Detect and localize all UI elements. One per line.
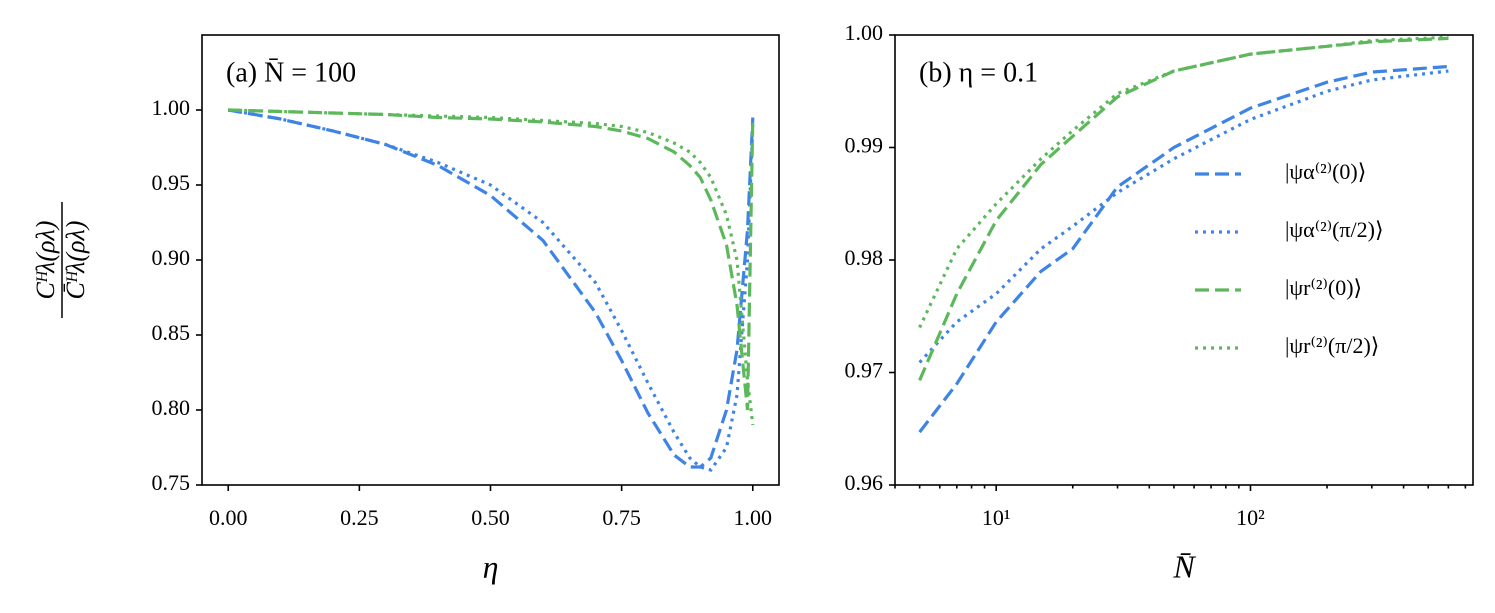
x-tick-label: 1.00 bbox=[734, 505, 773, 530]
y-label-denominator: C̄ᴴλ(ρλ) bbox=[61, 221, 90, 300]
legend-label: |ψα⁽²⁾(0)⟩ bbox=[1285, 159, 1366, 184]
annotation: (b) η = 0.1 bbox=[919, 57, 1038, 88]
x-tick-label: 10¹ bbox=[982, 505, 1011, 530]
series-line bbox=[227, 108, 755, 472]
x-tick-label: 10² bbox=[1236, 505, 1265, 530]
y-tick-label: 0.80 bbox=[152, 395, 191, 420]
x-axis-label: N̄ bbox=[1172, 548, 1196, 584]
y-tick-label: 0.90 bbox=[152, 245, 191, 270]
series-line bbox=[918, 36, 1449, 382]
y-tick-label: 0.99 bbox=[845, 133, 884, 158]
y-tick-label: 0.96 bbox=[845, 470, 884, 495]
y-tick-label: 0.75 bbox=[152, 470, 191, 495]
x-tick-label: 0.50 bbox=[471, 505, 510, 530]
y-label-numerator: Cᴴλ(ρλ) bbox=[31, 221, 60, 300]
y-axis-label: Cᴴλ(ρλ) C̄ᴴλ(ρλ) bbox=[31, 202, 90, 318]
y-tick-label: 0.97 bbox=[845, 358, 884, 383]
legend-label: |ψr⁽²⁾(0)⟩ bbox=[1285, 275, 1362, 300]
series-line bbox=[228, 108, 755, 426]
axes: 0.75 0.80 0.85 0.90 0.95 1.00 0.00 0.25 0.50 0.75… bbox=[31, 34, 780, 584]
y-tick-label: 1.00 bbox=[845, 20, 884, 45]
y-tick-label: 1.00 bbox=[152, 95, 191, 120]
legend-label: |ψα⁽²⁾(π/2)⟩ bbox=[1285, 217, 1384, 242]
legend: |ψα⁽²⁾(0)⟩ |ψα⁽²⁾(π/2)⟩ |ψr⁽²⁾(0)⟩ |ψr⁽²⁾(π… bbox=[1195, 159, 1384, 358]
axes: 0.96 0.97 0.98 0.99 1.00 10¹ 10² (b) η = 0.1 N̄ |… bbox=[845, 20, 1474, 584]
axes-frame bbox=[201, 34, 780, 486]
y-tick-label: 0.95 bbox=[152, 170, 191, 195]
annotation: (a) N̄ = 100 bbox=[226, 57, 356, 88]
series-line bbox=[228, 108, 755, 411]
x-tick-label: 0.75 bbox=[602, 505, 641, 530]
y-tick-label: 0.85 bbox=[152, 320, 191, 345]
x-axis-label: η bbox=[483, 548, 499, 584]
x-tick-label: 0.25 bbox=[340, 505, 379, 530]
legend-label: |ψr⁽²⁾(π/2)⟩ bbox=[1285, 333, 1379, 358]
y-tick-label: 0.98 bbox=[845, 245, 884, 270]
x-tick-label: 0.00 bbox=[209, 505, 248, 530]
series-line bbox=[227, 108, 755, 469]
series-line bbox=[918, 64, 1449, 434]
axes-frame bbox=[894, 34, 1474, 486]
